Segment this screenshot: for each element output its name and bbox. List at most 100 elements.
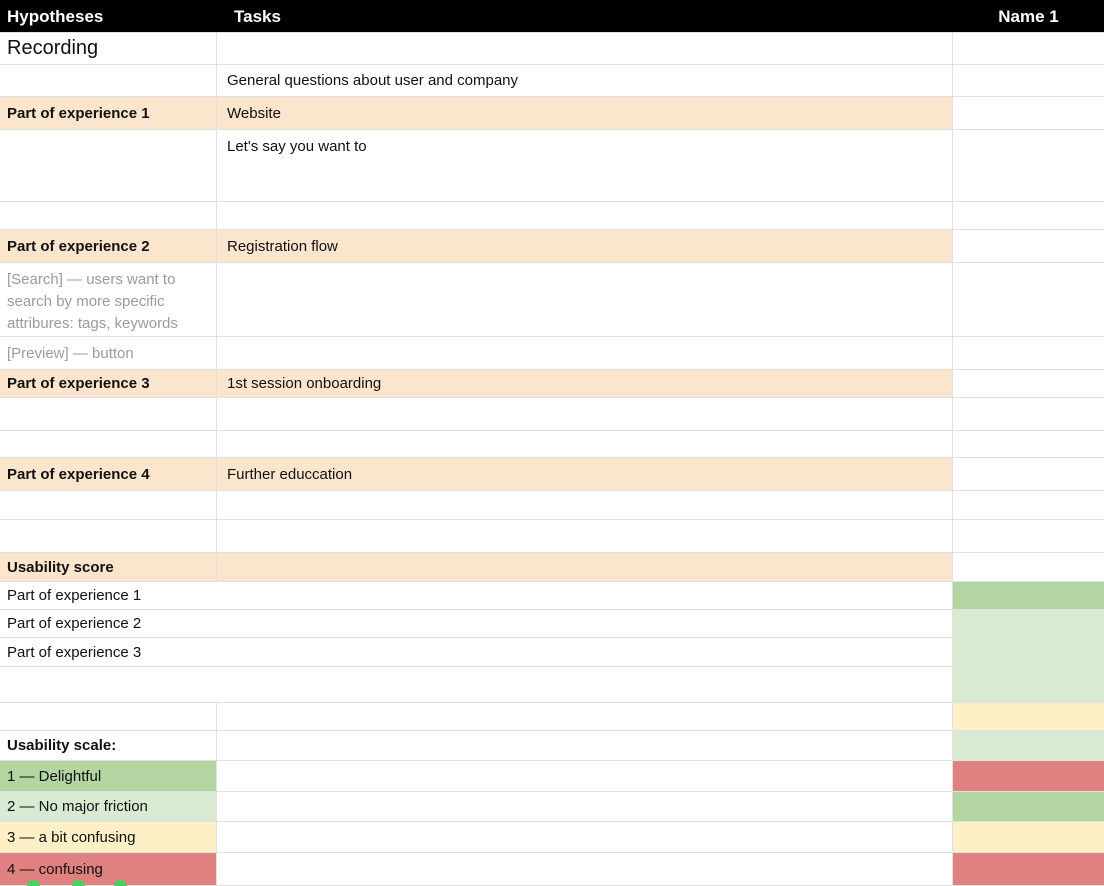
cell-r22-c1[interactable]: Usability scale: [0,731,217,760]
cell-r21-c1[interactable] [0,703,217,730]
cell-r21-c2[interactable] [217,703,953,730]
cell-r21-c3[interactable] [953,703,1104,730]
cell-r5-c2[interactable]: Let's say you want to [217,130,953,201]
cell-r13-c1[interactable]: Part of experience 4 [0,458,217,490]
table-row: Usability scale: [0,731,1104,761]
cell-r25-c1[interactable]: 3 — a bit confusing [0,822,217,852]
table-row: 2 — No major friction [0,792,1104,822]
cell-r2-c2[interactable] [217,33,953,64]
table-row: 4 — confusing [0,853,1104,886]
column-header-name-1[interactable]: Name 1 [953,0,1104,32]
cell-r4-c2[interactable]: Website [217,97,953,129]
cell-r19-c2[interactable] [217,638,953,666]
table-row: [Preview] — button [0,337,1104,370]
cell-r8-c2[interactable] [217,263,953,336]
cell-r12-c3[interactable] [953,431,1104,457]
cell-r26-c1[interactable]: 4 — confusing [0,853,217,885]
cell-r6-c1[interactable] [0,202,217,229]
table-row [0,520,1104,553]
table-row: [Search] — users want to search by more … [0,263,1104,337]
cell-r2-c3[interactable] [953,33,1104,64]
cell-r13-c3[interactable] [953,458,1104,490]
table-row [0,703,1104,731]
table-row: 3 — a bit confusing [0,822,1104,853]
cell-r24-c3[interactable] [953,792,1104,821]
table-row: Usability score [0,553,1104,582]
cell-r7-c2[interactable]: Registration flow [217,230,953,262]
cell-r20-c3[interactable] [953,667,1104,702]
selection-handle[interactable] [72,880,85,886]
cell-r20-c2[interactable] [217,667,953,702]
cell-r3-c3[interactable] [953,65,1104,96]
column-header-hypotheses[interactable]: Hypotheses [0,0,217,32]
table-row: Part of experience 1 Website [0,97,1104,130]
cell-r4-c1[interactable]: Part of experience 1 [0,97,217,129]
cell-r3-c2[interactable]: General questions about user and company [217,65,953,96]
cell-r12-c1[interactable] [0,431,217,457]
selection-handle[interactable] [114,880,127,886]
table-row: Part of experience 3 [0,638,1104,667]
cell-r11-c2[interactable] [217,398,953,430]
table-row [0,491,1104,520]
cell-r23-c2[interactable] [217,761,953,791]
cell-r25-c3[interactable] [953,822,1104,852]
table-row [0,667,1104,703]
cell-r22-c2[interactable] [217,731,953,760]
cell-r10-c2[interactable]: 1st session onboarding [217,370,953,397]
cell-r22-c3[interactable] [953,731,1104,760]
table-row [0,398,1104,431]
cell-r8-c1[interactable]: [Search] — users want to search by more … [0,263,217,336]
cell-r24-c1[interactable]: 2 — No major friction [0,792,217,821]
cell-r15-c2[interactable] [217,520,953,552]
cell-r12-c2[interactable] [217,431,953,457]
cell-r26-c2[interactable] [217,853,953,885]
cell-r9-c3[interactable] [953,337,1104,369]
cell-r13-c2[interactable]: Further educcation [217,458,953,490]
cell-r20-c1[interactable] [0,667,217,702]
cell-r8-c3[interactable] [953,263,1104,336]
cell-r14-c1[interactable] [0,491,217,519]
cell-r9-c2[interactable] [217,337,953,369]
cell-r24-c2[interactable] [217,792,953,821]
cell-r5-c1[interactable] [0,130,217,201]
cell-r9-c1[interactable]: [Preview] — button [0,337,217,369]
selection-handle[interactable] [27,880,40,886]
table-row: Part of experience 3 1st session onboardi… [0,370,1104,398]
cell-r6-c3[interactable] [953,202,1104,229]
cell-r18-c1[interactable]: Part of experience 2 [7,615,142,632]
cell-r5-c3[interactable] [953,130,1104,201]
cell-r17-c1[interactable]: Part of experience 1 [7,587,142,604]
cell-r4-c3[interactable] [953,97,1104,129]
cell-r17-c3[interactable] [953,582,1104,609]
cell-r25-c2[interactable] [217,822,953,852]
cell-r19-c3[interactable] [953,638,1104,666]
cell-r26-c3[interactable] [953,853,1104,885]
cell-r16-c2[interactable] [217,553,953,581]
table-row: Part of experience 2 [0,610,1104,638]
cell-r23-c1[interactable]: 1 — Delightful [0,761,217,791]
cell-r7-c3[interactable] [953,230,1104,262]
cell-r16-c3[interactable] [953,553,1104,581]
cell-r23-c3[interactable] [953,761,1104,791]
cell-r19-c1[interactable]: Part of experience 3 [7,643,142,661]
cell-r10-c3[interactable] [953,370,1104,397]
column-header-tasks[interactable]: Tasks [217,0,953,32]
table-row [0,431,1104,458]
cell-r16-c1[interactable]: Usability score [0,553,217,581]
table-row: 1 — Delightful [0,761,1104,792]
cell-r11-c3[interactable] [953,398,1104,430]
cell-r3-c1[interactable] [0,65,217,96]
cell-r15-c3[interactable] [953,520,1104,552]
cell-r15-c1[interactable] [0,520,217,552]
cell-r14-c3[interactable] [953,491,1104,519]
cell-r11-c1[interactable] [0,398,217,430]
cell-r14-c2[interactable] [217,491,953,519]
cell-r10-c1[interactable]: Part of experience 3 [0,370,217,397]
cell-r18-c3[interactable] [953,610,1104,637]
cell-r17-c2[interactable] [217,582,953,609]
cell-r18-c2[interactable] [217,610,953,637]
cell-r2-c1[interactable]: Recording [0,33,217,64]
cell-r6-c2[interactable] [217,202,953,229]
cell-r7-c1[interactable]: Part of experience 2 [0,230,217,262]
